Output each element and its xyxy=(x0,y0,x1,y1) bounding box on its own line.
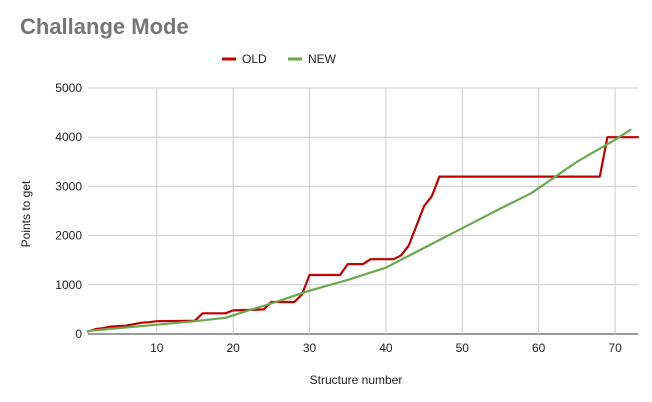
x-tick-label: 70 xyxy=(608,341,622,355)
series-line-old xyxy=(86,136,640,333)
chart-title: Challange Mode xyxy=(20,14,189,39)
y-tick-label: 0 xyxy=(75,327,82,341)
x-tick-label: 30 xyxy=(303,341,317,355)
series-line-new xyxy=(86,128,632,333)
x-tick-label: 60 xyxy=(532,341,546,355)
x-tick-label: 10 xyxy=(150,341,164,355)
grid xyxy=(88,87,638,335)
y-tick-label: 1000 xyxy=(55,278,82,292)
series-lines xyxy=(86,128,640,333)
legend-label-old[interactable]: OLD xyxy=(242,52,267,66)
y-tick-label: 4000 xyxy=(55,130,82,144)
x-tick-label: 20 xyxy=(226,341,240,355)
x-tick-label: 40 xyxy=(379,341,393,355)
y-axis-label: Points to get xyxy=(19,180,33,247)
y-tick-labels: 0 1000 2000 3000 4000 5000 xyxy=(55,81,82,341)
x-tick-label: 50 xyxy=(456,341,470,355)
x-tick-labels: 10 20 30 40 50 60 70 xyxy=(150,341,622,355)
legend[interactable]: OLD NEW xyxy=(222,52,337,66)
legend-label-new[interactable]: NEW xyxy=(308,52,337,66)
y-tick-label: 2000 xyxy=(55,229,82,243)
y-tick-label: 3000 xyxy=(55,179,82,193)
y-tick-label: 5000 xyxy=(55,81,82,95)
x-axis-label: Structure number xyxy=(310,373,403,387)
